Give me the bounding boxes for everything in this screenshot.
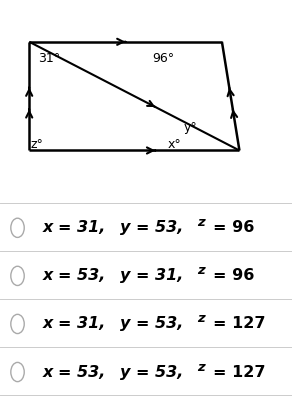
Text: = 127: = 127 [213,316,266,331]
Text: x°: x° [168,138,182,151]
Text: x = 53,: x = 53, [42,268,106,283]
Text: z: z [197,264,205,278]
Text: y = 53,: y = 53, [120,364,183,380]
Text: z: z [197,312,205,326]
Text: y°: y° [184,121,198,134]
Text: z: z [197,216,205,229]
Text: y = 53,: y = 53, [120,316,183,331]
Text: = 96: = 96 [213,268,255,283]
Text: z: z [197,360,205,374]
Text: 31°: 31° [38,52,60,65]
Text: z°: z° [31,138,44,151]
Text: y = 31,: y = 31, [120,268,183,283]
Text: = 96: = 96 [213,220,255,235]
Text: x = 31,: x = 31, [42,316,106,331]
Text: x = 53,: x = 53, [42,364,106,380]
Text: y = 53,: y = 53, [120,220,183,235]
Text: 96°: 96° [152,52,174,65]
Text: = 127: = 127 [213,364,266,380]
Text: x = 31,: x = 31, [42,220,106,235]
